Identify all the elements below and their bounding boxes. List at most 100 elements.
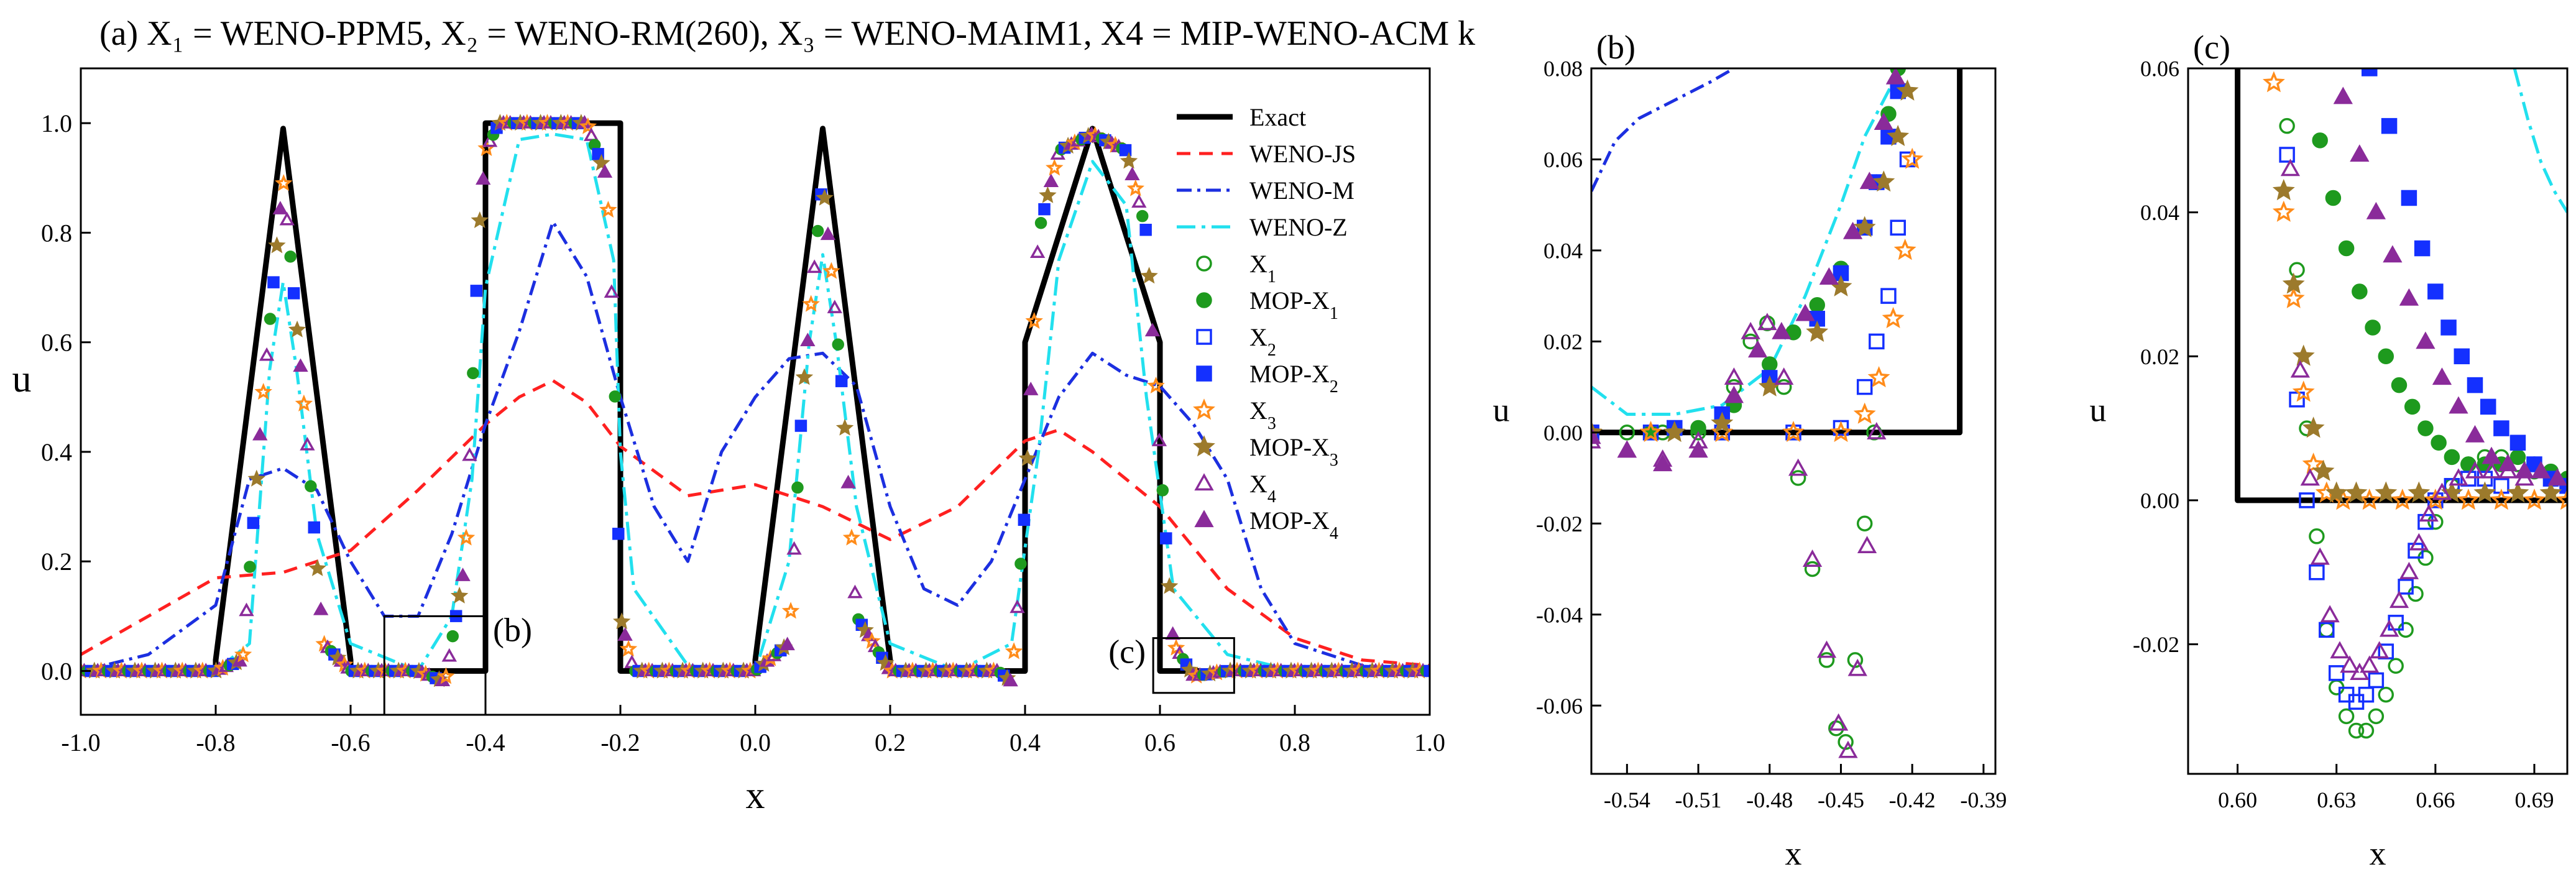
point-x4: [2432, 482, 2452, 500]
point-x4: [2360, 655, 2380, 673]
point-mop-x1: [2404, 398, 2421, 415]
point-mop-x3: [2302, 416, 2325, 438]
point-mop-x1: [2325, 190, 2342, 206]
y-axis-label-a: u: [12, 358, 32, 400]
point-mop-x4: [2350, 144, 2370, 162]
point-numerical: [1119, 144, 1132, 157]
point-numerical: [840, 474, 856, 489]
point-numerical: [455, 567, 471, 581]
y-tick-label: 0.04: [1543, 239, 1583, 264]
point-x3: [1893, 239, 1916, 260]
point-x3: [2262, 71, 2285, 93]
x-tick-label: -1.0: [61, 728, 100, 756]
point-x2: [2289, 392, 2305, 408]
x-tick-label: -0.51: [1675, 788, 1722, 812]
point-numerical: [795, 368, 814, 385]
point-x4: [1857, 536, 1877, 553]
point-numerical: [604, 284, 620, 298]
point-x4: [2389, 590, 2409, 609]
point-mop-x4: [2547, 468, 2567, 486]
point-mop-x4: [1772, 321, 1792, 339]
point-x2: [2328, 665, 2345, 681]
legend-label: WENO-Z: [1249, 213, 1348, 241]
point-mop-x4: [1859, 172, 1879, 190]
point-mop-x4: [2333, 86, 2353, 104]
point-numerical: [791, 481, 804, 494]
series-weno-m-line: [1591, 68, 1735, 192]
x-tick-label: 0.63: [2317, 788, 2356, 812]
legend-marker: [1193, 435, 1215, 457]
point-x2: [1880, 288, 1897, 304]
point-numerical: [264, 313, 277, 325]
point-numerical: [1147, 376, 1165, 393]
point-x2: [2408, 543, 2424, 559]
point-mop-x4: [2383, 245, 2403, 263]
point-numerical: [293, 358, 308, 372]
y-tick-label: 0.0: [41, 657, 72, 685]
point-mop-x3: [2408, 481, 2431, 503]
point-numerical: [1156, 484, 1169, 497]
point-numerical: [288, 320, 306, 338]
legend-marker: [1196, 255, 1212, 272]
point-numerical: [599, 201, 617, 218]
series-weno-js-line: [81, 379, 1430, 668]
point-numerical: [441, 648, 457, 662]
legend-marker: [1193, 398, 1215, 420]
point-numerical: [239, 602, 254, 617]
point-x4: [2379, 619, 2399, 637]
point-numerical: [1034, 216, 1047, 229]
point-numerical: [244, 561, 256, 573]
legend-label: WENO-M: [1249, 177, 1355, 204]
point-numerical: [822, 262, 840, 279]
axes-frame-c: [2187, 67, 2569, 775]
point-numerical: [1023, 382, 1039, 395]
x-tick-label: -0.42: [1889, 788, 1936, 812]
point-numerical: [467, 367, 479, 380]
point-mop-x4: [2514, 461, 2534, 479]
point-x2: [2319, 622, 2335, 638]
point-numerical: [617, 627, 633, 641]
point-x2: [1890, 219, 1906, 236]
panel-a: -1.0 -0.8 -0.6 -0.4 -0.2 0.0 0.2 0.4 0.6 0.8 1.0 0.…: [12, 67, 1445, 817]
point-mop-x1: [2391, 377, 2408, 393]
x-tick-label: -0.2: [600, 728, 640, 756]
point-mop-x3: [1711, 411, 1734, 433]
point-numerical: [300, 436, 315, 451]
y-tick-label: 0.8: [41, 219, 72, 247]
point-x1: [2388, 658, 2404, 674]
point-numerical: [863, 632, 881, 649]
point-numerical: [786, 541, 802, 555]
point-mop-x2: [2559, 477, 2567, 494]
x-tick-label: 1.0: [1414, 728, 1445, 756]
point-x3: [2272, 200, 2295, 222]
x-tick-label: -0.6: [331, 728, 370, 756]
point-numerical: [457, 528, 476, 546]
plot-area-b: [1591, 68, 1963, 758]
point-x4: [1829, 713, 1849, 731]
point-mop-x4: [2366, 201, 2386, 219]
point-x2: [2358, 686, 2375, 703]
point-numerical: [619, 640, 638, 657]
point-x1: [2309, 528, 2325, 544]
panels: -1.0 -0.8 -0.6 -0.4 -0.2 0.0 0.2 0.4 0.6 0.8 1.0 0.…: [12, 29, 2569, 872]
zoom-box-label: (b): [493, 611, 532, 648]
point-mop-x1: [2365, 319, 2381, 336]
point-x4: [2482, 461, 2501, 479]
point-numerical: [1038, 203, 1051, 216]
point-numerical: [609, 390, 622, 403]
point-mop-x2: [2401, 190, 2417, 206]
x-tick-label: -0.54: [1604, 788, 1650, 812]
point-x1: [2368, 708, 2385, 725]
point-numerical: [446, 630, 459, 643]
point-numerical: [1018, 449, 1037, 466]
point-x3: [1882, 306, 1905, 328]
point-numerical: [295, 394, 313, 411]
point-numerical: [308, 521, 321, 534]
point-numerical: [811, 224, 824, 237]
point-x3: [1901, 147, 1924, 169]
y-tick-label: 1.0: [41, 109, 72, 137]
y-tick-label: 0.6: [41, 329, 72, 357]
legend-marker: [1194, 510, 1214, 528]
point-mop-x2: [2381, 117, 2398, 134]
x-tick-label: 0.4: [1010, 728, 1041, 756]
